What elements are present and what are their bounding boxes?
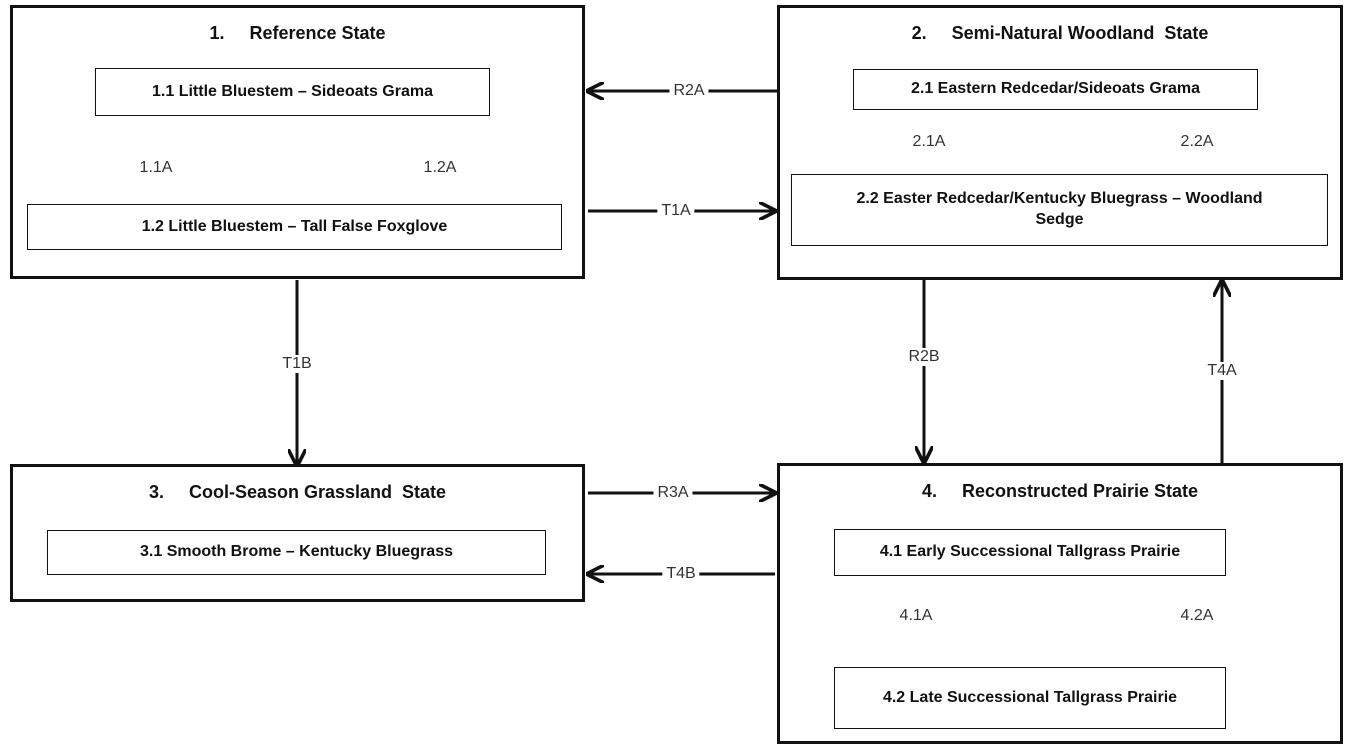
label-T4A: T4A — [1203, 362, 1241, 380]
label-R2B: R2B — [904, 348, 944, 366]
label-1-1A: 1.1A — [135, 159, 177, 177]
community-2-1: 2.1 Eastern Redcedar/Sideoats Grama — [853, 69, 1258, 110]
label-T1B: T1B — [278, 355, 316, 373]
community-4-1: 4.1 Early Successional Tallgrass Prairie — [834, 529, 1226, 576]
label-1-2A: 1.2A — [419, 159, 461, 177]
community-1-1: 1.1 Little Bluestem – Sideoats Grama — [95, 68, 490, 116]
community-1-2: 1.2 Little Bluestem – Tall False Foxglov… — [27, 204, 562, 250]
label-2-1A: 2.1A — [908, 133, 950, 151]
state-4-title: 4. Reconstructed Prairie State — [921, 481, 1199, 501]
label-4-2A: 4.2A — [1176, 607, 1218, 625]
label-2-2A: 2.2A — [1176, 133, 1218, 151]
label-T1A: T1A — [657, 202, 695, 220]
community-3-1: 3.1 Smooth Brome – Kentucky Bluegrass — [47, 530, 546, 575]
label-T4B: T4B — [662, 565, 700, 583]
state-2-title: 2. Semi-Natural Woodland State — [911, 23, 1209, 43]
label-4-1A: 4.1A — [895, 607, 937, 625]
community-4-2: 4.2 Late Successional Tallgrass Prairie — [834, 667, 1226, 729]
label-R2A: R2A — [669, 82, 709, 100]
state-3-title: 3. Cool-Season Grassland State — [148, 482, 447, 502]
state-1-title: 1. Reference State — [209, 23, 386, 43]
label-R3A: R3A — [653, 484, 693, 502]
community-2-2: 2.2 Easter Redcedar/Kentucky Bluegrass –… — [791, 174, 1328, 246]
